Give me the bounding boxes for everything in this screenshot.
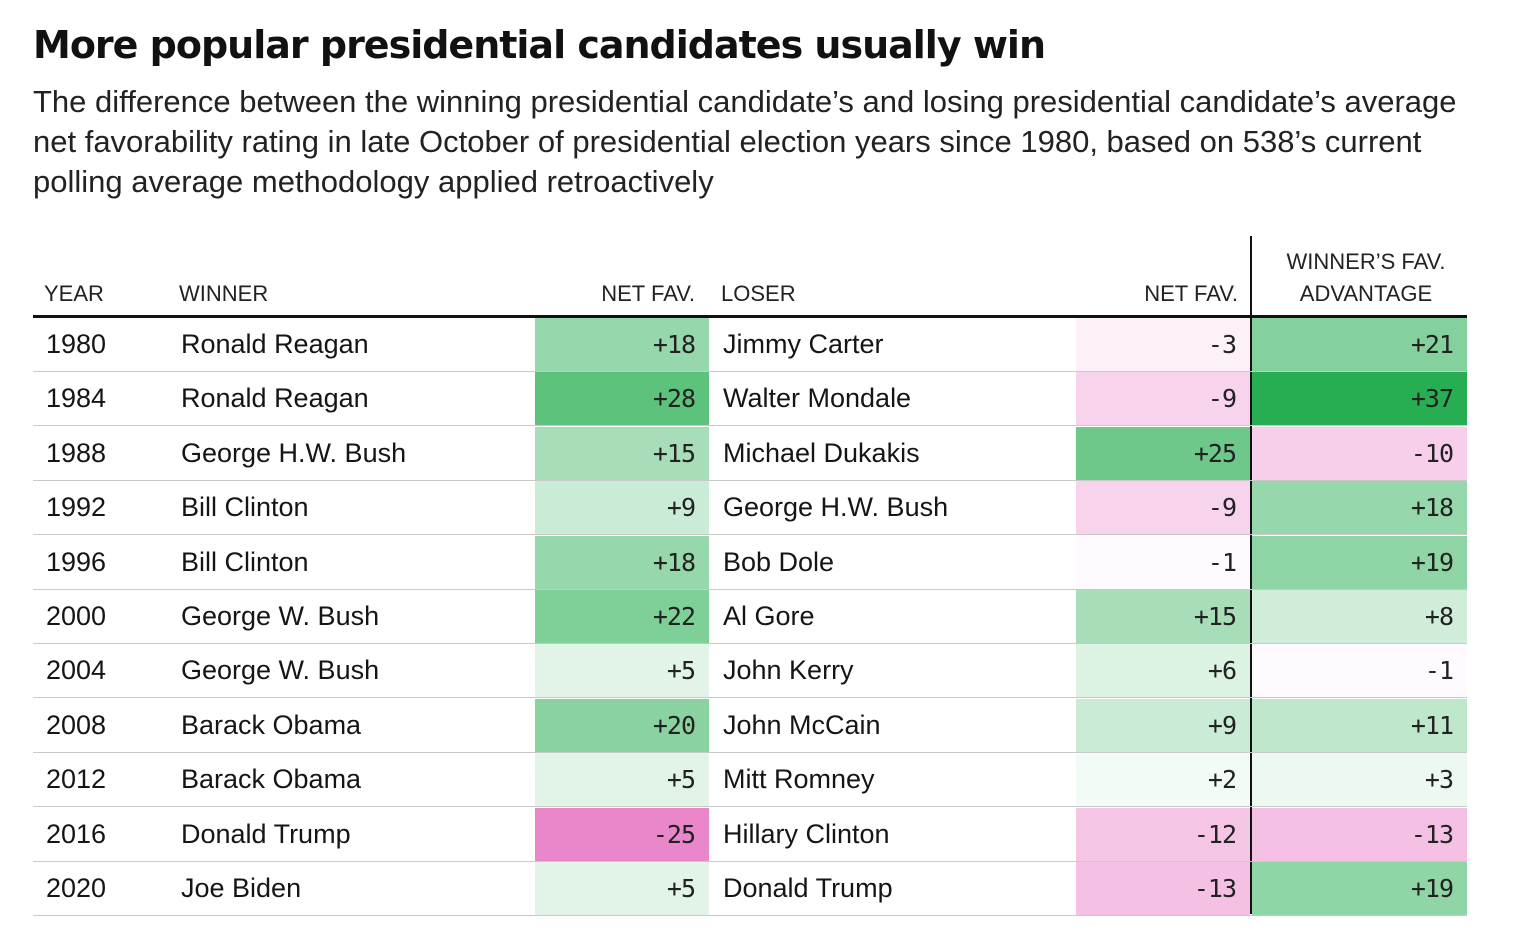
- table-row: 2016 Donald Trump -25 Hillary Clinton -12 -13: [33, 807, 1467, 862]
- winner-cell: Joe Biden: [181, 873, 302, 903]
- advantage-cell: +18: [1252, 481, 1467, 535]
- loser-cell: Hillary Clinton: [723, 818, 890, 849]
- year-cell: 2004: [46, 655, 107, 686]
- table-row: 1984 Ronald Reagan +28 Walter Mondale -9 +37: [33, 372, 1467, 427]
- winner-cell: Ronald Reagan: [181, 329, 369, 359]
- advantage-divider: [1250, 236, 1252, 914]
- header-year: YEAR: [44, 281, 104, 306]
- chart-title: More popular presidential candidates usu…: [33, 23, 1046, 67]
- header-loser-net-fav: NET FAV.: [1144, 281, 1238, 306]
- winner-cell: George W. Bush: [181, 655, 380, 686]
- table-row: 1988 George H.W. Bush +15 Michael Dukakis +2…: [33, 426, 1467, 481]
- header-rule: [33, 315, 1467, 318]
- advantage-cell: -13: [1252, 807, 1467, 861]
- loser-cell: Al Gore: [723, 601, 815, 631]
- winner-net-fav-cell: +18: [535, 318, 709, 371]
- winner-net-fav-cell: +5: [535, 753, 709, 807]
- winner-net-fav-cell: +5: [535, 644, 709, 698]
- advantage-cell: +21: [1252, 318, 1467, 371]
- loser-net-fav-cell: +6: [1076, 644, 1250, 698]
- winner-net-fav-cell: +22: [535, 590, 709, 643]
- chart-subtitle: The difference between the winning presi…: [33, 84, 1457, 199]
- favorability-table: YEAR WINNER NET FAV. LOSER NET FAV. WINN…: [0, 230, 1522, 934]
- advantage-cell: -1: [1252, 644, 1467, 698]
- table-row: 2000 George W. Bush +22 Al Gore +15 +8: [33, 590, 1467, 644]
- year-cell: 1984: [46, 383, 107, 414]
- loser-net-fav-cell: -9: [1076, 372, 1250, 426]
- loser-cell: Bob Dole: [723, 546, 835, 577]
- loser-net-fav-cell: +25: [1076, 426, 1250, 480]
- header-advantage: WINNER’S FAV. ADVANTAGE: [1252, 246, 1480, 310]
- advantage-cell: +37: [1252, 372, 1467, 426]
- table-row: 1980 Ronald Reagan +18 Jimmy Carter -3 +21: [33, 318, 1467, 372]
- year-cell: 1996: [46, 546, 107, 577]
- loser-net-fav-cell: -9: [1076, 481, 1250, 535]
- header-loser: LOSER: [721, 281, 796, 306]
- winner-cell: Bill Clinton: [181, 546, 309, 577]
- advantage-cell: +19: [1252, 862, 1467, 915]
- loser-cell: John McCain: [723, 709, 881, 740]
- year-cell: 1992: [46, 492, 107, 523]
- year-cell: 2008: [46, 709, 107, 740]
- year-cell: 2012: [46, 764, 107, 795]
- winner-net-fav-cell: +9: [535, 481, 709, 535]
- advantage-cell: +3: [1252, 753, 1467, 807]
- winner-cell: Ronald Reagan: [181, 383, 369, 414]
- table-row: 2008 Barack Obama +20 John McCain +9 +11: [33, 698, 1467, 753]
- advantage-cell: -10: [1252, 426, 1467, 480]
- table-row: 2004 George W. Bush +5 John Kerry +6 -1: [33, 644, 1467, 699]
- winner-net-fav-cell: +18: [535, 535, 709, 589]
- header-winner: WINNER: [179, 281, 269, 306]
- winner-cell: Barack Obama: [181, 764, 362, 795]
- winner-cell: Bill Clinton: [181, 492, 309, 523]
- table-row: 2012 Barack Obama +5 Mitt Romney +2 +3: [33, 753, 1467, 808]
- header-winner-net-fav: NET FAV.: [601, 281, 695, 306]
- loser-net-fav-cell: -12: [1076, 807, 1250, 861]
- loser-net-fav-cell: +2: [1076, 753, 1250, 807]
- year-cell: 2016: [46, 818, 107, 849]
- winner-net-fav-cell: +15: [535, 426, 709, 480]
- loser-cell: George H.W. Bush: [723, 492, 949, 523]
- winner-net-fav-cell: +28: [535, 372, 709, 426]
- advantage-cell: +11: [1252, 698, 1467, 752]
- winner-cell: George W. Bush: [181, 601, 380, 631]
- loser-cell: Michael Dukakis: [723, 437, 920, 468]
- advantage-cell: +8: [1252, 590, 1467, 643]
- table-row: 2020 Joe Biden +5 Donald Trump -13 +19: [33, 862, 1467, 916]
- loser-net-fav-cell: -13: [1076, 862, 1250, 915]
- loser-net-fav-cell: +15: [1076, 590, 1250, 643]
- loser-net-fav-cell: -1: [1076, 535, 1250, 589]
- loser-cell: Mitt Romney: [723, 764, 875, 795]
- year-cell: 2000: [46, 601, 107, 631]
- year-cell: 1988: [46, 437, 107, 468]
- winner-cell: George H.W. Bush: [181, 437, 407, 468]
- winner-net-fav-cell: +20: [535, 698, 709, 752]
- header-advantage-line2: ADVANTAGE: [1299, 281, 1433, 306]
- table-row: 1992 Bill Clinton +9 George H.W. Bush -9 +18: [33, 481, 1467, 536]
- winner-cell: Donald Trump: [181, 818, 351, 849]
- advantage-cell: +19: [1252, 535, 1467, 589]
- loser-cell: John Kerry: [723, 655, 854, 686]
- loser-cell: Donald Trump: [723, 873, 893, 903]
- table-row: 1996 Bill Clinton +18 Bob Dole -1 +19: [33, 535, 1467, 590]
- winner-net-fav-cell: -25: [535, 807, 709, 861]
- winner-net-fav-cell: +5: [535, 862, 709, 915]
- loser-net-fav-cell: +9: [1076, 698, 1250, 752]
- winner-cell: Barack Obama: [181, 709, 362, 740]
- loser-cell: Jimmy Carter: [723, 329, 884, 359]
- year-cell: 2020: [46, 873, 107, 903]
- loser-net-fav-cell: -3: [1076, 318, 1250, 371]
- year-cell: 1980: [46, 329, 107, 359]
- header-advantage-line1: WINNER’S FAV.: [1286, 249, 1446, 274]
- loser-cell: Walter Mondale: [723, 383, 912, 414]
